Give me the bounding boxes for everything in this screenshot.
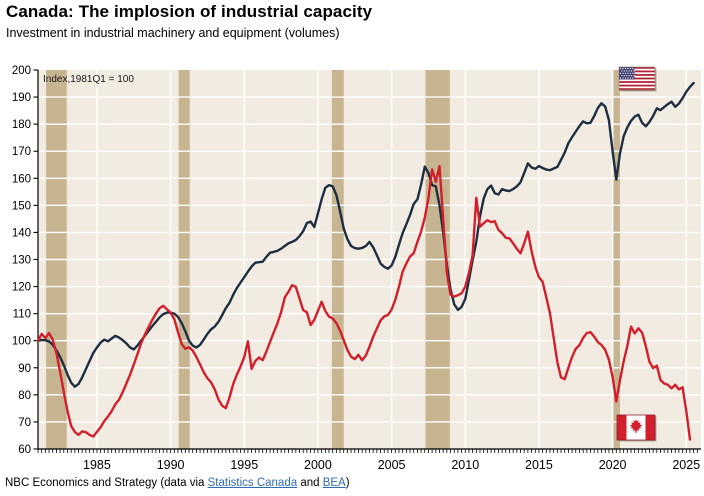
x-tick-label: 2020 <box>599 458 627 472</box>
x-tick-label: 2025 <box>672 458 700 472</box>
y-tick-label: 120 <box>12 282 31 294</box>
source-text-prefix: NBC Economics and Strategy (data via <box>5 477 208 489</box>
chart-title: Canada: The implosion of industrial capa… <box>6 2 373 21</box>
us-flag <box>618 66 657 92</box>
y-tick-label: 100 <box>12 336 31 348</box>
y-tick-label: 170 <box>12 146 31 158</box>
x-tick-label: 1990 <box>157 458 185 472</box>
series-us <box>36 81 695 388</box>
y-tick-label: 90 <box>18 363 31 375</box>
y-tick-label: 200 <box>12 65 31 77</box>
x-tick-label: 2000 <box>304 458 332 472</box>
series-canada <box>36 164 692 441</box>
chart-subtitle: Investment in industrial machinery and e… <box>6 26 340 40</box>
x-tick-label: 2005 <box>378 458 406 472</box>
x-tick-label: 1995 <box>230 458 258 472</box>
source-note: NBC Economics and Strategy (data via Sta… <box>5 477 350 489</box>
y-tick-label: 150 <box>12 200 31 212</box>
canada-flag <box>616 414 657 442</box>
y-tick-label: 140 <box>12 227 31 239</box>
statistics-canada-link[interactable]: Statistics Canada <box>207 477 298 489</box>
x-tick-label: 1985 <box>83 458 111 472</box>
index-annotation: Index,1981Q1 = 100 <box>43 74 134 85</box>
y-tick-label: 60 <box>18 444 31 456</box>
maple-leaf-icon <box>629 418 643 435</box>
y-tick-label: 80 <box>18 390 31 402</box>
y-tick-label: 160 <box>12 173 31 185</box>
x-tick-label: 2015 <box>525 458 553 472</box>
source-text-suffix: ) <box>345 477 350 489</box>
y-tick-label: 110 <box>13 309 31 321</box>
chart-canvas: 60 70 80 90 100 110 120 130 140 150 160 170 180 190 20… <box>12 65 701 472</box>
y-tick-label: 70 <box>18 417 31 429</box>
y-tick-label: 180 <box>12 119 31 131</box>
y-tick-label: 190 <box>12 92 31 104</box>
bea-link[interactable]: BEA <box>322 477 346 489</box>
y-tick-label: 130 <box>12 255 31 267</box>
x-tick-label: 2010 <box>451 458 479 472</box>
source-text-and: and <box>297 477 323 489</box>
